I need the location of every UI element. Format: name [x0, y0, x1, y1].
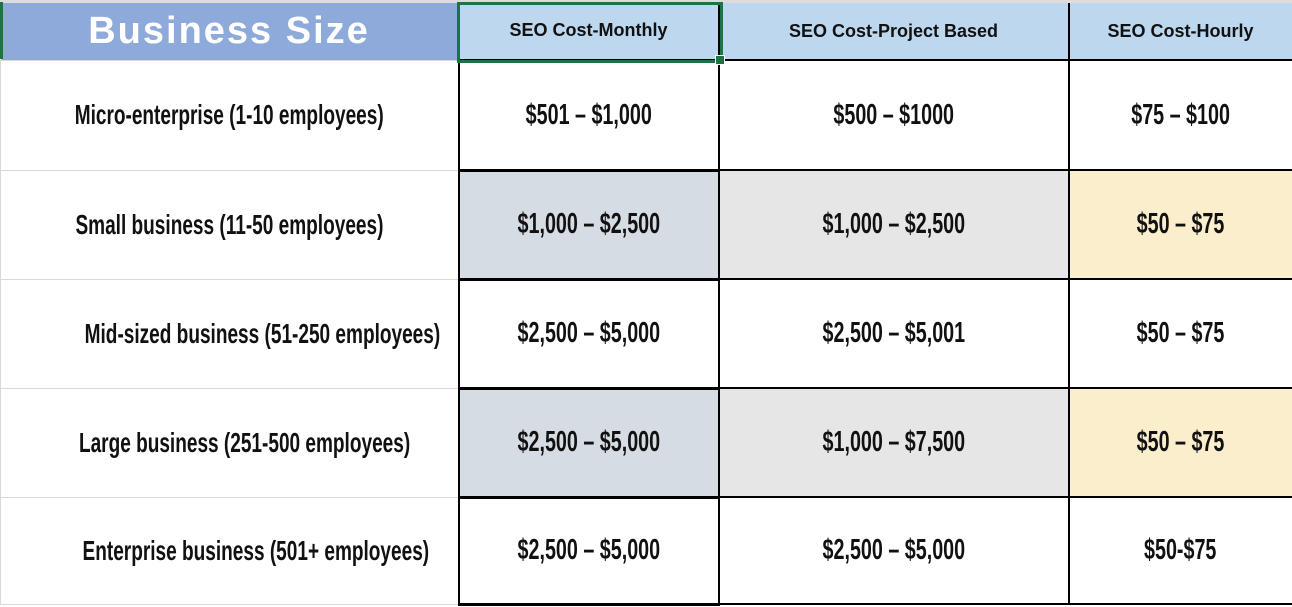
table-row-micro: Micro-enterprise (1-10 employees) $501 –…: [0, 58, 1292, 172]
row1-monthly-value: $501 – $1,000: [525, 98, 652, 131]
row1-project-value: $500 – $1000: [833, 98, 954, 131]
cell-hourly-row1[interactable]: $75 – $100: [1067, 59, 1292, 171]
header-row: Business Size SEO Cost-Monthly SEO Cost-…: [0, 3, 1292, 61]
cell-header-monthly[interactable]: SEO Cost-Monthly: [457, 3, 720, 61]
row4-hourly-value: $50 – $75: [1136, 426, 1225, 458]
row3-label: Mid-sized business (51-250 employees): [84, 317, 441, 349]
row2-hourly-value: $50 – $75: [1136, 208, 1225, 240]
cell-project-row4[interactable]: $1,000 – $7,500: [717, 387, 1070, 498]
row5-label: Enterprise business (501+ employees): [82, 534, 430, 566]
cell-hourly-row3[interactable]: $50 – $75: [1067, 278, 1292, 389]
header-project-label: SEO Cost-Project Based: [788, 20, 999, 41]
cell-hourly-row4[interactable]: $50 – $75: [1067, 387, 1292, 498]
cell-header-project[interactable]: SEO Cost-Project Based: [717, 3, 1070, 61]
cell-project-row3[interactable]: $2,500 – $5,001: [717, 278, 1070, 389]
cell-monthly-row5[interactable]: $2,500 – $5,000: [457, 495, 720, 606]
row4-project-value: $1,000 – $7,500: [822, 426, 965, 458]
cell-monthly-row4[interactable]: $2,500 – $5,000: [457, 386, 720, 499]
cell-monthly-row1[interactable]: $501 – $1,000: [457, 58, 720, 172]
fill-handle[interactable]: [715, 55, 725, 65]
cell-hourly-row5[interactable]: $50-$75: [1067, 496, 1292, 605]
cell-project-row1[interactable]: $500 – $1000: [717, 59, 1070, 171]
left-selection-edge: [0, 2, 3, 59]
row5-hourly-value: $50-$75: [1144, 534, 1217, 566]
table-row-mid: Mid-sized business (51-250 employees) $2…: [0, 277, 1292, 390]
cell-project-row2[interactable]: $1,000 – $2,500: [717, 169, 1070, 280]
row1-hourly-value: $75 – $100: [1131, 98, 1230, 131]
row5-project-value: $2,500 – $5,000: [822, 534, 965, 566]
header-hourly-label: SEO Cost-Hourly: [1107, 20, 1254, 41]
row3-project-value: $2,500 – $5,001: [822, 317, 965, 349]
top-gridline-strip: [0, 0, 1292, 3]
cell-label-row5[interactable]: Enterprise business (501+ employees): [0, 497, 459, 605]
table-row-large: Large business (251-500 employees) $2,50…: [0, 386, 1292, 499]
row3-monthly-value: $2,500 – $5,000: [517, 317, 660, 349]
table-row-small: Small business (11-50 employees) $1,000 …: [0, 168, 1292, 281]
cell-monthly-row2[interactable]: $1,000 – $2,500: [457, 168, 720, 281]
cell-monthly-row3[interactable]: $2,500 – $5,000: [457, 277, 720, 390]
row1-label: Micro-enterprise (1-10 employees): [74, 99, 384, 130]
cell-hourly-row2[interactable]: $50 – $75: [1067, 169, 1292, 280]
business-size-title: Business Size: [88, 9, 370, 52]
header-monthly-label: SEO Cost-Monthly: [509, 20, 668, 41]
row4-label: Large business (251-500 employees): [78, 426, 411, 458]
row2-monthly-value: $1,000 – $2,500: [517, 208, 660, 240]
row5-monthly-value: $2,500 – $5,000: [517, 534, 660, 566]
row3-hourly-value: $50 – $75: [1136, 317, 1225, 349]
cell-label-row3[interactable]: Mid-sized business (51-250 employees): [0, 279, 459, 389]
row2-project-value: $1,000 – $2,500: [822, 208, 965, 240]
cell-label-row4[interactable]: Large business (251-500 employees): [0, 388, 459, 498]
cell-header-hourly[interactable]: SEO Cost-Hourly: [1067, 3, 1292, 61]
cell-project-row5[interactable]: $2,500 – $5,000: [717, 496, 1070, 605]
cell-label-row2[interactable]: Small business (11-50 employees): [0, 170, 459, 280]
row2-label: Small business (11-50 employees): [75, 208, 384, 240]
cell-business-size-header[interactable]: Business Size: [0, 3, 459, 61]
cell-label-row1[interactable]: Micro-enterprise (1-10 employees): [0, 60, 459, 171]
row4-monthly-value: $2,500 – $5,000: [517, 426, 660, 458]
seo-pricing-table: Business Size SEO Cost-Monthly SEO Cost-…: [0, 3, 1292, 606]
table-row-enterprise: Enterprise business (501+ employees) $2,…: [0, 495, 1292, 606]
